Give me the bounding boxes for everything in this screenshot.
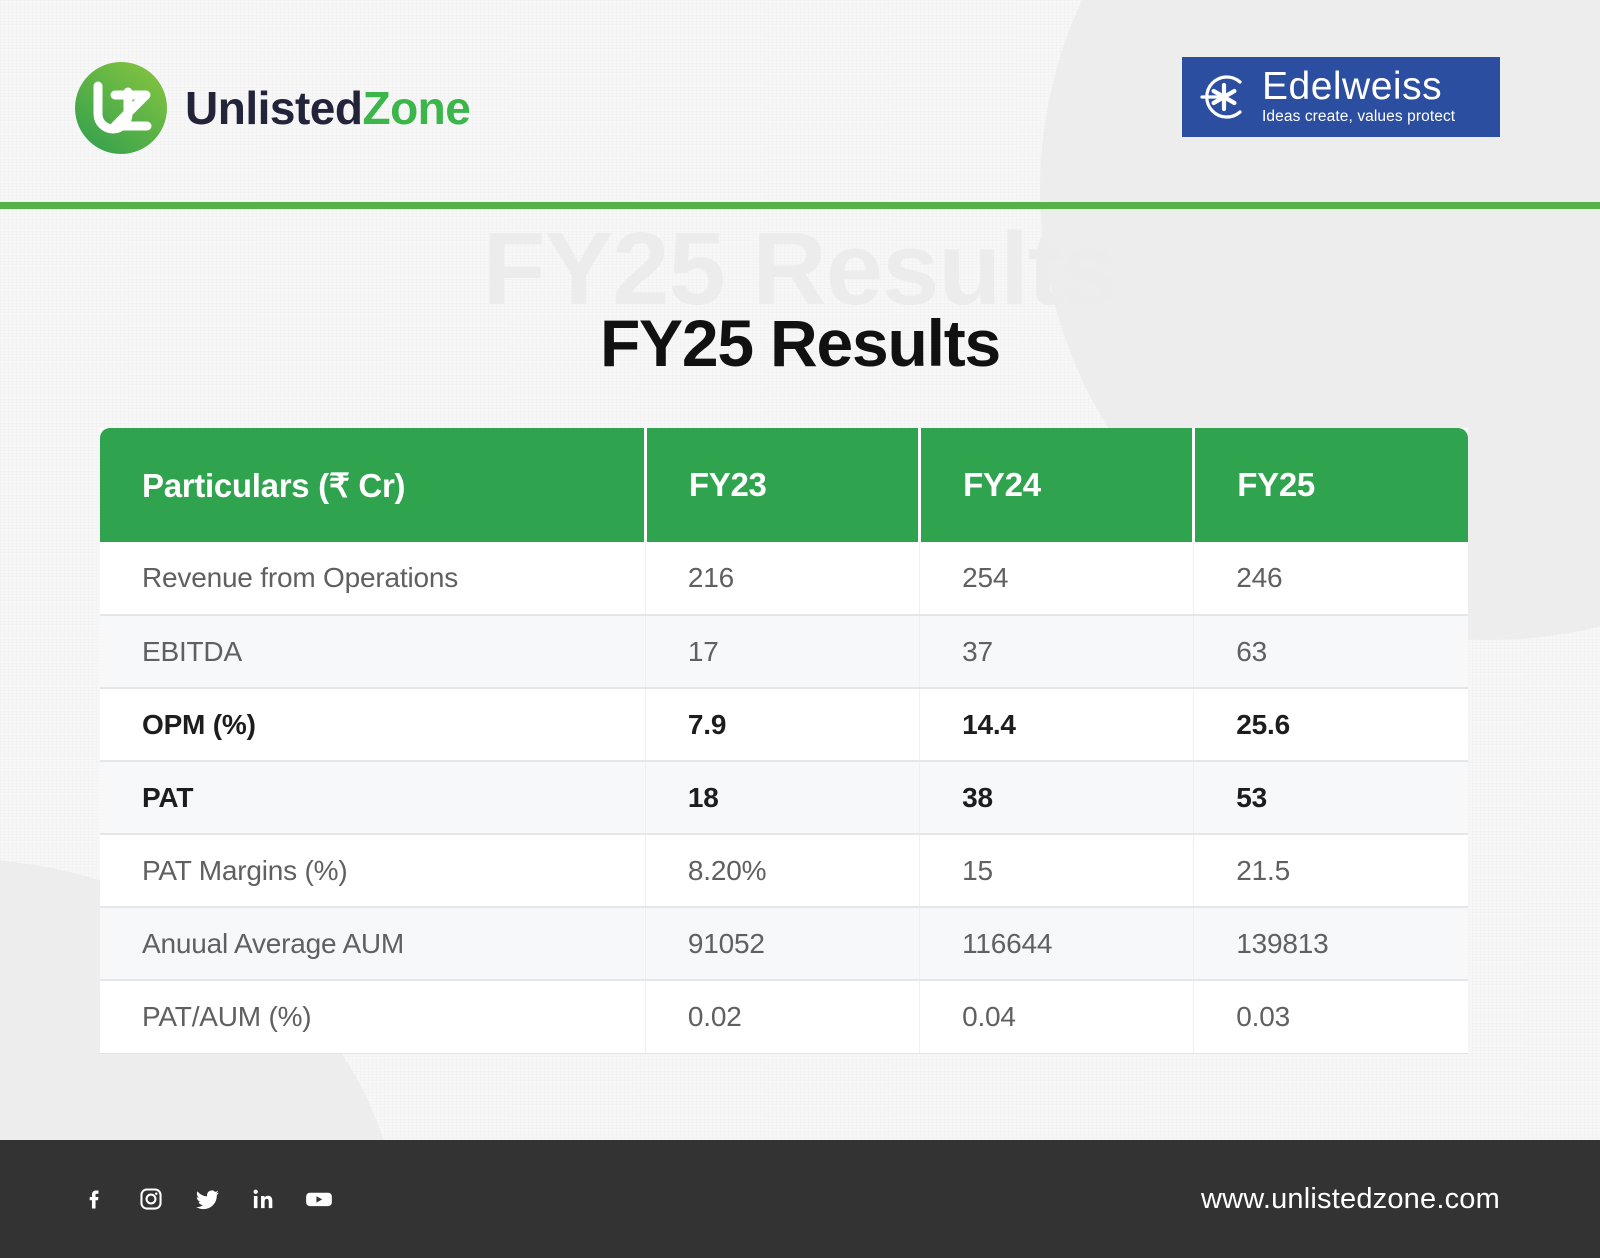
table-row: Revenue from Operations 216 254 246: [100, 542, 1468, 616]
title-block: FY25 Results FY25 Results: [0, 217, 1600, 380]
row-value-fy23: 17: [645, 615, 921, 689]
page-footer: www.unlistedzone.com: [0, 1140, 1600, 1258]
table-header-row: Particulars (₹ Cr) FY23 FY24 FY25: [100, 428, 1468, 542]
website-url[interactable]: www.unlistedzone.com: [1201, 1182, 1500, 1215]
row-value-fy24: 0.04: [919, 980, 1195, 1053]
social-links: [80, 1184, 334, 1214]
row-value-fy23: 216: [645, 542, 921, 616]
table-row: EBITDA 17 37 63: [100, 615, 1468, 689]
row-value-fy25: 25.6: [1193, 688, 1468, 762]
column-header-fy25: FY25: [1193, 428, 1468, 542]
edelweiss-text-block: Edelweiss Ideas create, values protect: [1262, 65, 1456, 125]
column-header-fy23: FY23: [645, 428, 922, 542]
row-label: OPM (%): [100, 688, 646, 762]
edelweiss-name: Edelweiss: [1262, 65, 1443, 109]
row-value-fy24: 14.4: [919, 688, 1195, 762]
row-value-fy23: 7.9: [645, 688, 921, 762]
row-value-fy24: 38: [919, 761, 1195, 835]
page-title: FY25 Results: [599, 306, 1001, 380]
row-value-fy25: 63: [1193, 615, 1468, 689]
row-value-fy24: 37: [919, 615, 1195, 689]
row-label: PAT: [100, 761, 646, 835]
row-label: EBITDA: [100, 615, 646, 689]
row-value-fy25: 139813: [1193, 907, 1468, 981]
row-label: Anuual Average AUM: [100, 907, 646, 981]
row-label: PAT/AUM (%): [100, 980, 646, 1053]
edelweiss-logo[interactable]: Edelweiss Ideas create, values protect: [1182, 57, 1500, 137]
page-title-watermark: FY25 Results: [482, 211, 1119, 326]
row-value-fy23: 18: [645, 761, 921, 835]
row-value-fy23: 0.02: [645, 980, 921, 1053]
row-value-fy24: 15: [919, 834, 1195, 908]
twitter-icon[interactable]: [192, 1184, 222, 1214]
brand-wordmark: UnlistedZone: [185, 82, 471, 134]
brand-word-zone: Zone: [362, 82, 471, 134]
table-body: Revenue from Operations 216 254 246 EBIT…: [100, 542, 1468, 1053]
row-value-fy25: 21.5: [1193, 834, 1468, 908]
table-row: OPM (%) 7.9 14.4 25.6: [100, 688, 1468, 762]
uz-badge-icon: [75, 62, 167, 154]
row-value-fy25: 246: [1193, 542, 1468, 616]
unlistedzone-logo[interactable]: UnlistedZone: [75, 62, 471, 154]
row-value-fy25: 53: [1193, 761, 1468, 835]
row-value-fy23: 91052: [645, 907, 921, 981]
table-row: PAT Margins (%) 8.20% 15 21.5: [100, 834, 1468, 908]
linkedin-icon[interactable]: [248, 1184, 278, 1214]
table-row: PAT/AUM (%) 0.02 0.04 0.03: [100, 980, 1468, 1053]
row-label: Revenue from Operations: [100, 542, 646, 616]
instagram-icon[interactable]: [136, 1184, 166, 1214]
facebook-icon[interactable]: [80, 1184, 110, 1214]
row-value-fy24: 254: [919, 542, 1195, 616]
header-divider-rule: [0, 202, 1600, 209]
edelweiss-flower-icon: [1200, 75, 1242, 119]
row-value-fy25: 0.03: [1236, 1001, 1290, 1032]
column-header-particulars: Particulars (₹ Cr): [100, 428, 647, 542]
page-header: UnlistedZone Edelweiss Ideas create, val…: [0, 0, 1600, 205]
table-header: Particulars (₹ Cr) FY23 FY24 FY25: [100, 428, 1468, 542]
table-row: PAT 18 38 53: [100, 761, 1468, 835]
brand-word-unlisted: Unlisted: [185, 82, 363, 134]
edelweiss-tagline: Ideas create, values protect: [1262, 107, 1456, 125]
uz-monogram-icon: [93, 81, 152, 134]
row-value-fy23: 8.20%: [645, 834, 921, 908]
column-header-fy24: FY24: [919, 428, 1196, 542]
row-value-fy24: 116644: [919, 907, 1195, 981]
row-label: PAT Margins (%): [100, 834, 646, 908]
financials-table-container: Particulars (₹ Cr) FY23 FY24 FY25 Revenu…: [100, 428, 1468, 1053]
table-row: Anuual Average AUM 91052 116644 139813: [100, 907, 1468, 981]
youtube-icon[interactable]: [304, 1184, 334, 1214]
financials-table: Particulars (₹ Cr) FY23 FY24 FY25 Revenu…: [100, 428, 1468, 1053]
